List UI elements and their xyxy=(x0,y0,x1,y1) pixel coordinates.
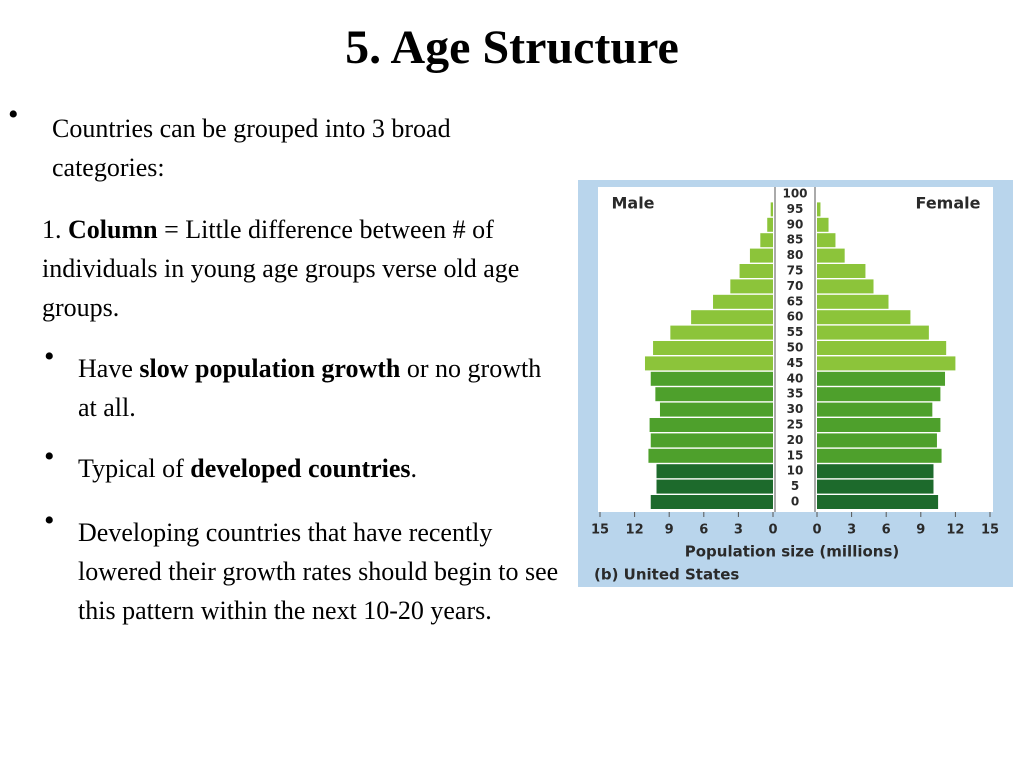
bar-female xyxy=(817,279,874,294)
x-tick-label: 12 xyxy=(626,523,644,538)
intro: Countries can be grouped into 3 broad ca… xyxy=(52,114,451,182)
bar-male xyxy=(650,433,773,448)
x-tick-label: 15 xyxy=(981,523,999,538)
bar-female xyxy=(817,371,946,386)
bar-female xyxy=(817,310,911,325)
age-label: 70 xyxy=(787,279,804,293)
x-tick-label: 12 xyxy=(946,523,964,538)
bullet: • xyxy=(44,504,55,537)
bullet-text: Developing countries that have recently … xyxy=(78,518,559,625)
bar-male xyxy=(730,279,773,294)
text: . xyxy=(410,454,418,483)
bar-female xyxy=(817,433,937,448)
x-tick-label: 15 xyxy=(591,523,609,538)
bullet: • xyxy=(44,440,55,473)
bar-female xyxy=(817,341,947,355)
age-label: 10 xyxy=(787,464,804,478)
age-label: 75 xyxy=(787,264,804,278)
bar-male xyxy=(650,495,773,509)
age-label: 50 xyxy=(787,341,804,355)
age-label: 30 xyxy=(787,402,804,416)
bullet: • xyxy=(44,340,55,373)
bar-male xyxy=(739,264,773,278)
bar-male xyxy=(770,202,773,217)
age-label: 40 xyxy=(787,371,804,385)
text: Typical of xyxy=(78,454,184,483)
x-tick-label: 9 xyxy=(916,523,925,538)
point-text: = Little difference between # of individ… xyxy=(42,215,520,322)
age-label: 100 xyxy=(782,187,807,201)
age-label: 15 xyxy=(787,448,804,462)
bold-text: developed countries xyxy=(190,454,411,483)
text: or no growth at all. xyxy=(78,354,542,422)
bar-male xyxy=(650,371,773,386)
bar-female xyxy=(817,202,821,217)
bar-male xyxy=(655,387,773,402)
x-tick-label: 0 xyxy=(768,523,777,538)
age-label: 95 xyxy=(787,202,804,216)
bar-female xyxy=(817,464,934,479)
bar-female xyxy=(817,217,829,232)
bar-female xyxy=(817,248,845,263)
bar-female xyxy=(817,233,836,248)
bar-male xyxy=(670,325,773,340)
legend-female: Female xyxy=(916,194,981,213)
bar-male xyxy=(659,402,773,417)
bar-female xyxy=(817,448,942,463)
bullet-text: Have slow population growth or no growth… xyxy=(78,349,558,427)
age-label: 85 xyxy=(787,233,804,247)
bar-male xyxy=(648,448,773,463)
bar-male xyxy=(653,341,773,355)
age-label: 90 xyxy=(787,217,804,231)
age-label: 55 xyxy=(787,325,804,339)
slide-title: 5. Age Structure xyxy=(345,21,679,74)
x-tick-label: 6 xyxy=(882,523,891,538)
bar-male xyxy=(760,233,773,248)
age-label: 0 xyxy=(791,495,799,509)
bar-male xyxy=(749,248,773,263)
age-label: 35 xyxy=(787,387,804,401)
bar-female xyxy=(817,356,956,371)
age-label: 45 xyxy=(787,356,804,370)
age-label: 5 xyxy=(791,479,799,493)
bold-text: slow population growth xyxy=(139,354,401,383)
x-tick-label: 9 xyxy=(665,523,674,538)
chart-caption: (b) United States xyxy=(594,566,739,584)
bar-female xyxy=(817,402,933,417)
x-tick-label: 6 xyxy=(699,523,708,538)
point: 1. Column = Little difference between # … xyxy=(42,210,570,327)
bar-male xyxy=(644,356,773,371)
x-tick-label: 3 xyxy=(847,523,856,538)
x-axis-label: Population size (millions) xyxy=(685,543,900,561)
text: Have xyxy=(78,354,133,383)
bar-male xyxy=(649,418,773,432)
point-term: Column xyxy=(68,215,158,244)
age-label: 60 xyxy=(787,310,804,324)
bar-male xyxy=(691,310,773,325)
bullet: • xyxy=(8,98,19,131)
bar-female xyxy=(817,495,939,509)
bar-male xyxy=(767,217,773,232)
bar-female xyxy=(817,325,929,340)
bar-male xyxy=(713,294,773,309)
age-label: 25 xyxy=(787,418,804,432)
bar-female xyxy=(817,387,941,402)
point-number: 1. xyxy=(42,215,62,244)
x-tick-label: 0 xyxy=(812,523,821,538)
age-label: 65 xyxy=(787,294,804,308)
bar-female xyxy=(817,264,866,278)
bar-female xyxy=(817,294,889,309)
age-label: 20 xyxy=(787,433,804,447)
age-label: 80 xyxy=(787,248,804,262)
legend-male: Male xyxy=(611,194,654,213)
bar-female xyxy=(817,479,934,494)
bar-male xyxy=(656,464,773,479)
x-tick-label: 3 xyxy=(734,523,743,538)
bar-male xyxy=(656,479,773,494)
bar-female xyxy=(817,418,941,432)
bullet-text: Typical of developed countries. xyxy=(78,449,558,488)
